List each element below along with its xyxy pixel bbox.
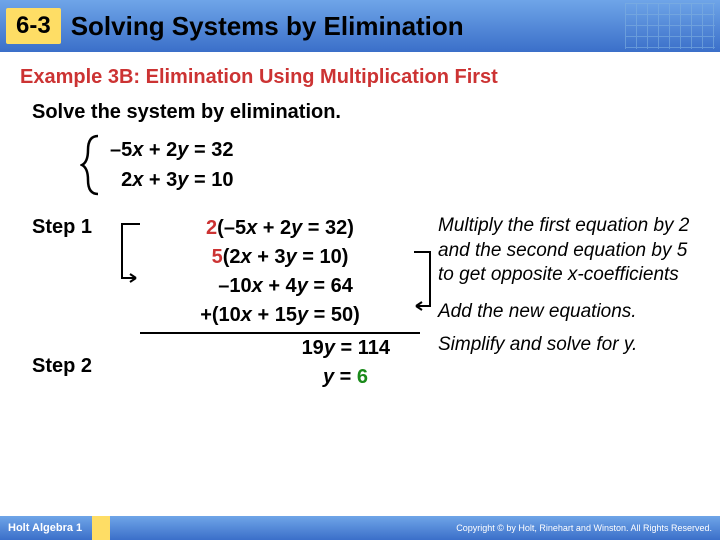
explanation-3: Simplify and solve for y.: [438, 333, 700, 358]
work-row-1: 2(–5x + 2y = 32): [140, 214, 420, 243]
arrow-icon-left: [116, 220, 146, 286]
lesson-number-badge: 6-3: [6, 8, 61, 44]
r2d: = 10): [297, 246, 349, 268]
header-grid-decoration: [625, 3, 715, 49]
work-row-5: 19y = 114: [140, 334, 420, 363]
work-row-3: –10x + 4y = 64: [140, 272, 420, 301]
equation-2: 2x + 3y = 10: [110, 165, 233, 195]
mult-2: 2: [206, 217, 217, 239]
r5a: 19: [302, 337, 324, 359]
step-1-label: Step 1: [32, 216, 122, 239]
lesson-header: 6-3 Solving Systems by Elimination: [0, 0, 720, 52]
curly-brace-icon: [80, 134, 104, 196]
example-title: Example 3B: Elimination Using Multiplica…: [20, 66, 700, 89]
work-row-6: y = 6: [140, 363, 420, 392]
r4a: +(10: [200, 304, 241, 326]
arrow-icon-right: [410, 248, 438, 314]
eq2-coef1: 2: [121, 169, 132, 191]
r2b: (2: [223, 246, 241, 268]
r2c: + 3: [252, 246, 286, 268]
work-row-4: +(10x + 15y = 50): [140, 301, 420, 334]
equation-1: –5x + 2y = 32: [110, 135, 233, 165]
slide-footer: Holt Algebra 1 Copyright © by Holt, Rine…: [0, 516, 720, 540]
instruction-text: Solve the system by elimination.: [32, 101, 700, 124]
work-row-2: 5(2x + 3y = 10): [140, 243, 420, 272]
footer-yellow-accent: [92, 516, 110, 540]
step-labels-column: Step 1 Step 2: [32, 214, 122, 392]
r1d: = 32): [302, 217, 354, 239]
r3a: –10: [218, 275, 251, 297]
slide-content: Example 3B: Elimination Using Multiplica…: [0, 52, 720, 402]
explanation-2: Add the new equations.: [438, 300, 700, 325]
system-of-equations: –5x + 2y = 32 2x + 3y = 10: [80, 134, 700, 196]
r1c: + 2: [257, 217, 291, 239]
step-2-label: Step 2: [32, 355, 122, 378]
r6a: y: [323, 366, 334, 388]
answer-y: 6: [357, 366, 368, 388]
r4c: = 50): [308, 304, 360, 326]
r3b: + 4: [263, 275, 297, 297]
eq1-rhs: = 32: [188, 139, 233, 161]
r4b: + 15: [252, 304, 297, 326]
work-area: Step 1 Step 2 2(–5x + 2y = 32) 5(2x + 3y…: [32, 214, 700, 392]
system-equations-text: –5x + 2y = 32 2x + 3y = 10: [110, 135, 233, 195]
r3c: = 64: [308, 275, 353, 297]
lesson-title: Solving Systems by Elimination: [71, 11, 464, 42]
r5b: = 114: [335, 337, 390, 359]
eq2-coef2: + 3: [143, 169, 177, 191]
eq1-coef1: –5: [110, 139, 132, 161]
explanation-column: Multiply the first equation by 2 and the…: [438, 214, 700, 392]
r6b: =: [334, 366, 357, 388]
eq1-coef2: + 2: [143, 139, 177, 161]
footer-copyright: Copyright © by Holt, Rinehart and Winsto…: [456, 523, 712, 533]
explanation-1: Multiply the first equation by 2 and the…: [438, 214, 700, 288]
footer-book-title: Holt Algebra 1: [8, 522, 82, 534]
r1b: (–5: [217, 217, 246, 239]
math-work-column: 2(–5x + 2y = 32) 5(2x + 3y = 10) –10x + …: [140, 214, 420, 392]
mult-5: 5: [212, 246, 223, 268]
eq2-rhs: = 10: [188, 169, 233, 191]
